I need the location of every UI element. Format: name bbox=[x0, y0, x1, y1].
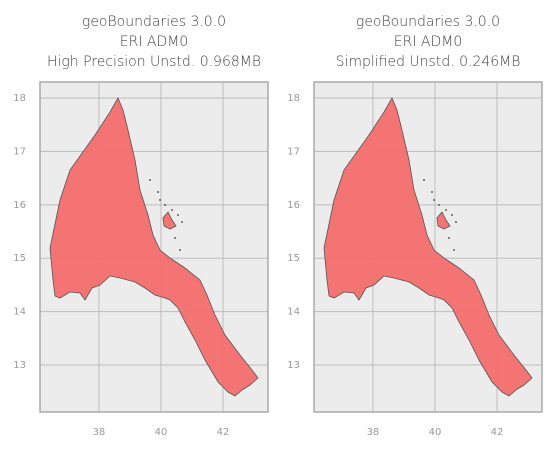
x-tick-label: 42 bbox=[217, 427, 230, 438]
x-tick-label: 40 bbox=[155, 427, 168, 438]
x-tick-label: 42 bbox=[491, 427, 504, 438]
panels: geoBoundaries 3.0.0 ERI ADM0 High Precisio… bbox=[13, 14, 543, 438]
plot-frame bbox=[313, 81, 543, 413]
y-tick-label: 13 bbox=[287, 360, 300, 371]
x-tick-label: 38 bbox=[367, 427, 380, 438]
plot-frame bbox=[39, 81, 269, 413]
y-tick-label: 16 bbox=[13, 200, 26, 211]
map-panel: geoBoundaries 3.0.0 ERI ADM0 Simplified Un… bbox=[287, 14, 543, 438]
map-panel: geoBoundaries 3.0.0 ERI ADM0 High Precisio… bbox=[13, 14, 269, 438]
x-tick-label: 38 bbox=[93, 427, 106, 438]
y-tick-label: 18 bbox=[287, 93, 300, 104]
y-tick-label: 15 bbox=[287, 253, 300, 264]
y-tick-label: 16 bbox=[287, 200, 300, 211]
panel-title: ERI ADM0 bbox=[394, 34, 463, 50]
y-tick-label: 17 bbox=[13, 146, 26, 157]
panel-title: geoBoundaries 3.0.0 bbox=[356, 14, 500, 30]
panel-title: geoBoundaries 3.0.0 bbox=[82, 14, 226, 30]
x-tick-label: 40 bbox=[429, 427, 442, 438]
panel-title: ERI ADM0 bbox=[120, 34, 189, 50]
y-tick-label: 15 bbox=[13, 253, 26, 264]
panel-title: High Precision Unstd. 0.968MB bbox=[47, 54, 261, 70]
y-tick-label: 14 bbox=[13, 307, 26, 318]
y-tick-label: 13 bbox=[13, 360, 26, 371]
y-tick-label: 14 bbox=[287, 307, 300, 318]
y-tick-label: 17 bbox=[287, 146, 300, 157]
panel-title: Simplified Unstd. 0.246MB bbox=[336, 54, 521, 70]
y-tick-label: 18 bbox=[13, 93, 26, 104]
